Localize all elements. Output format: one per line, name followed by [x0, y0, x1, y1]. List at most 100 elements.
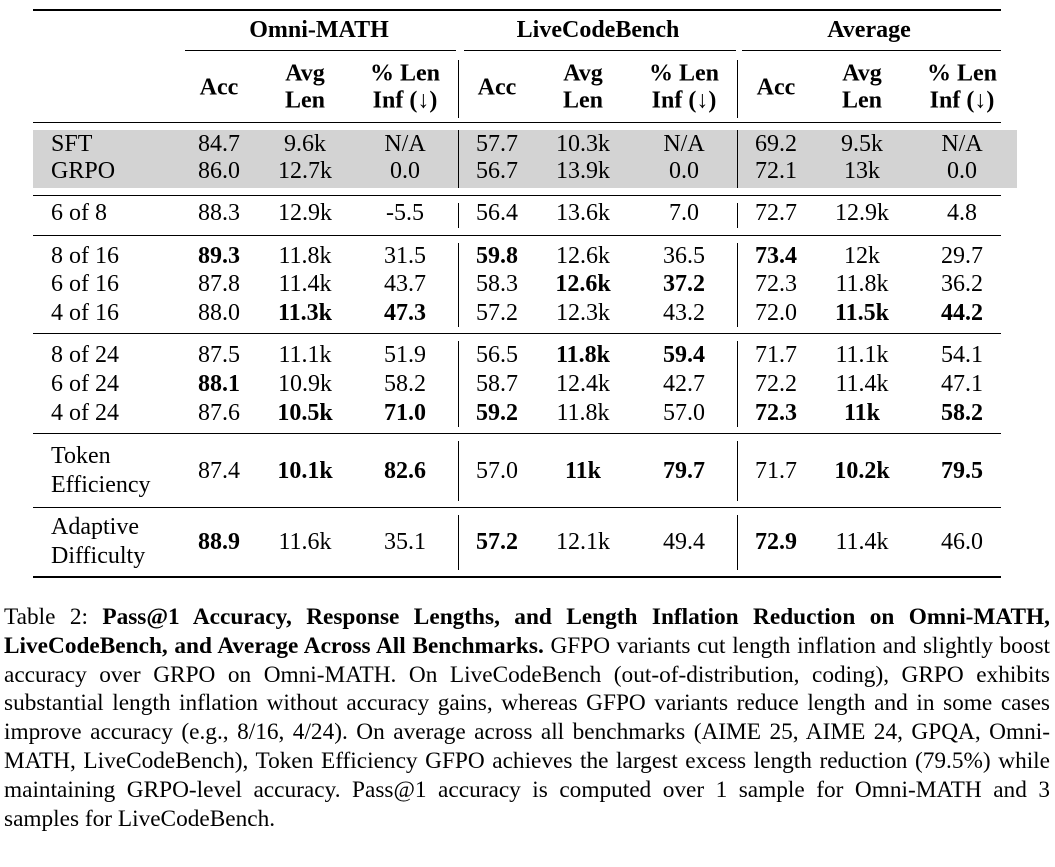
table-cell: 43.2: [663, 300, 705, 326]
table-cell: 12.6k: [555, 271, 611, 297]
row-label-line2: Difficulty: [51, 543, 146, 569]
bottom-rule: [33, 576, 1001, 578]
table-cell: 10.9k: [278, 371, 332, 397]
table-cell: 88.9: [198, 529, 240, 555]
table-cell: 13.9k: [556, 158, 610, 184]
table-cell: 82.6: [384, 458, 426, 484]
table-cell: 10.1k: [277, 458, 333, 484]
table-cell: 72.3: [755, 400, 797, 426]
row-label: 4 of 16: [51, 300, 119, 326]
caption-body: GFPO variants cut length inflation and s…: [4, 632, 1051, 832]
group-header-omni-math: Omni-MATH: [249, 17, 389, 43]
table-cell: 72.0: [755, 300, 797, 326]
table-cell: 73.4: [755, 243, 797, 269]
table-cell: 59.4: [663, 342, 705, 368]
rule-after-6-of-8: [33, 235, 1001, 237]
column-separator: [458, 130, 460, 188]
table-cell: 79.5: [941, 458, 983, 484]
table-cell: 12.9k: [835, 200, 889, 226]
table-cell: 57.0: [663, 400, 705, 426]
column-header-line1: Avg: [285, 60, 325, 87]
table-cell: 58.2: [941, 400, 983, 426]
row-label: 8 of 24: [51, 342, 119, 368]
column-separator: [737, 515, 739, 570]
table-cell: 13k: [844, 158, 880, 184]
table-cell: 35.1: [384, 529, 426, 555]
column-separator: [737, 203, 739, 228]
table-cell: 71.7: [755, 458, 797, 484]
caption-bold-title: Pass@1 Accuracy, Response Lengths, and L…: [4, 604, 1050, 659]
column-separator: [458, 60, 460, 118]
table-cell: 10.2k: [834, 458, 890, 484]
rule-after-token-efficiency: [33, 507, 1001, 509]
table-cell: 72.7: [755, 200, 797, 226]
table-cell: 13.6k: [556, 200, 610, 226]
row-label: 6 of 8: [51, 200, 107, 226]
table-cell: N/A: [384, 131, 426, 157]
table-cell: 58.3: [476, 271, 518, 297]
table-cell: 54.1: [941, 342, 983, 368]
top-rule: [33, 9, 1001, 11]
table-cell: 36.2: [941, 271, 983, 297]
column-header-line2: Inf (↓): [372, 87, 438, 114]
row-label: 6 of 16: [51, 271, 119, 297]
table-cell: 47.3: [384, 300, 426, 326]
column-header: Acc: [477, 74, 517, 101]
column-header-line1: Avg: [563, 60, 603, 87]
table-cell: 12.6k: [556, 243, 610, 269]
rule-after-baselines: [33, 195, 1001, 197]
column-separator: [737, 441, 739, 501]
table-cell: 4.8: [947, 200, 977, 226]
table-cell: 29.7: [941, 243, 983, 269]
table-cell: 11.5k: [834, 300, 890, 326]
table-cell: 56.4: [476, 200, 518, 226]
table-cell: 56.7: [476, 158, 518, 184]
table-cell: 56.5: [476, 342, 518, 368]
column-header-line2: Len: [284, 87, 326, 114]
table-cell: 71.0: [384, 400, 426, 426]
rule-after-24-group: [33, 433, 1001, 435]
table-cell: 11.6k: [278, 529, 332, 555]
table-cell: 11k: [564, 458, 602, 484]
header-rule: [33, 122, 1001, 124]
table-cell: 72.1: [755, 158, 797, 184]
table-cell: 58.2: [384, 371, 426, 397]
column-header-line1: Avg: [842, 60, 882, 87]
table-cell: 59.2: [476, 400, 518, 426]
table-cell: N/A: [663, 131, 705, 157]
shaded-baseline-rows: [33, 130, 1017, 188]
table-cell: 10.3k: [556, 131, 610, 157]
table-cell: N/A: [941, 131, 983, 157]
table-cell: 10.5k: [277, 400, 333, 426]
table-cell: 11.4k: [835, 371, 889, 397]
column-header-line1: % Len: [648, 60, 720, 87]
table-cell: 11.3k: [277, 300, 333, 326]
column-header: Acc: [199, 74, 239, 101]
table-cell: 9.5k: [841, 131, 883, 157]
table-cell: 37.2: [663, 271, 705, 297]
table-cell: 57.2: [476, 300, 518, 326]
table-cell: 57.2: [476, 529, 518, 555]
table-cell: 12.7k: [278, 158, 332, 184]
column-separator: [737, 60, 739, 118]
table-cell: 47.1: [941, 371, 983, 397]
column-header-line2: Inf (↓): [651, 87, 717, 114]
column-separator: [458, 243, 460, 327]
table-cell: 11.8k: [556, 400, 610, 426]
table-cell: 57.7: [476, 131, 518, 157]
table-cell: 11.8k: [278, 243, 332, 269]
table-cell: 0.0: [390, 158, 420, 184]
table-cell: 11.4k: [835, 529, 889, 555]
table-cell: 46.0: [941, 529, 983, 555]
table-cell: 51.9: [384, 342, 426, 368]
table-cell: 12.3k: [556, 300, 610, 326]
table-cell: 11.4k: [278, 271, 332, 297]
table-cell: 72.9: [755, 529, 797, 555]
table-cell: 12.4k: [556, 371, 610, 397]
group-header-livecodebench: LiveCodeBench: [516, 17, 680, 43]
table-cell: 87.8: [198, 271, 240, 297]
table-cell: 88.0: [198, 300, 240, 326]
table-cell: 31.5: [384, 243, 426, 269]
table-cell: -5.5: [386, 200, 424, 226]
column-separator: [458, 515, 460, 570]
